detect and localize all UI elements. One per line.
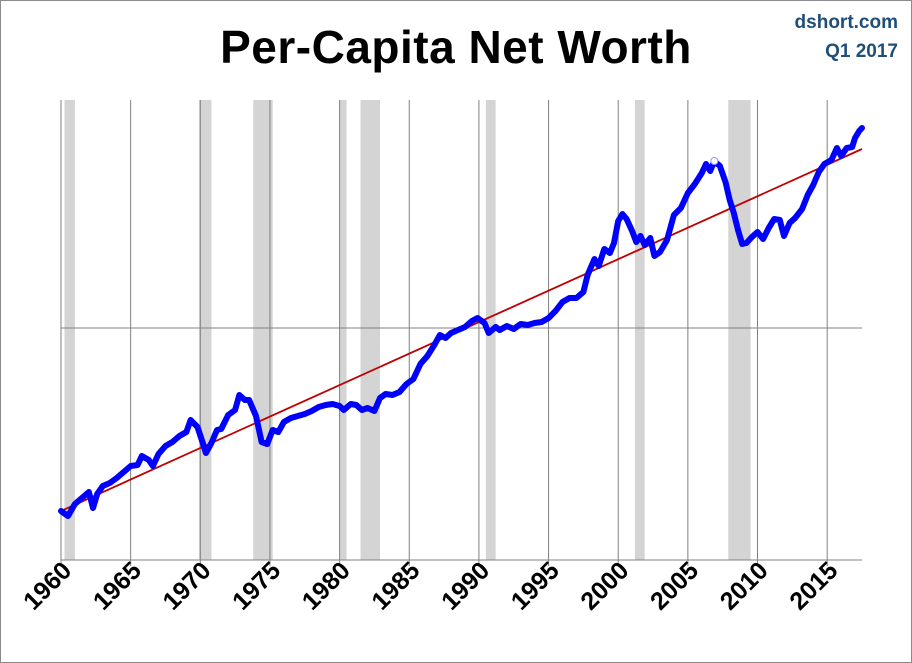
recession-band <box>339 100 347 560</box>
x-tick-label: 1980 <box>297 556 356 615</box>
gridlines <box>60 100 862 560</box>
x-tick-label: 1970 <box>157 556 216 615</box>
source-block: dshort.com Q1 2017 <box>795 8 898 66</box>
x-tick-label: 2015 <box>784 556 843 615</box>
recession-band <box>728 100 751 560</box>
recession-band <box>360 100 381 560</box>
x-tick-label: 1985 <box>366 556 425 615</box>
x-tick-label: 1965 <box>88 556 147 615</box>
x-axis-ticks: 1960 1965 1970 1975 1980 1985 1990 1995 2000 2005… <box>18 556 843 615</box>
recession-band <box>64 100 75 560</box>
x-tick-label: 2000 <box>575 556 634 615</box>
x-tick-label: 2010 <box>715 556 774 615</box>
x-tick-label: 1975 <box>227 556 286 615</box>
x-tick-label: 1995 <box>506 556 565 615</box>
x-tick-label: 1990 <box>436 556 495 615</box>
x-tick-label: 2005 <box>645 556 704 615</box>
source-label: dshort.com <box>794 12 898 33</box>
peak-marker <box>710 157 719 165</box>
net-worth-line <box>58 125 865 519</box>
x-tick-label: 1960 <box>18 556 77 615</box>
chart-title: Per-Capita Net Worth <box>220 21 692 73</box>
period-label: Q1 2017 <box>825 41 898 62</box>
recession-band <box>634 100 645 560</box>
